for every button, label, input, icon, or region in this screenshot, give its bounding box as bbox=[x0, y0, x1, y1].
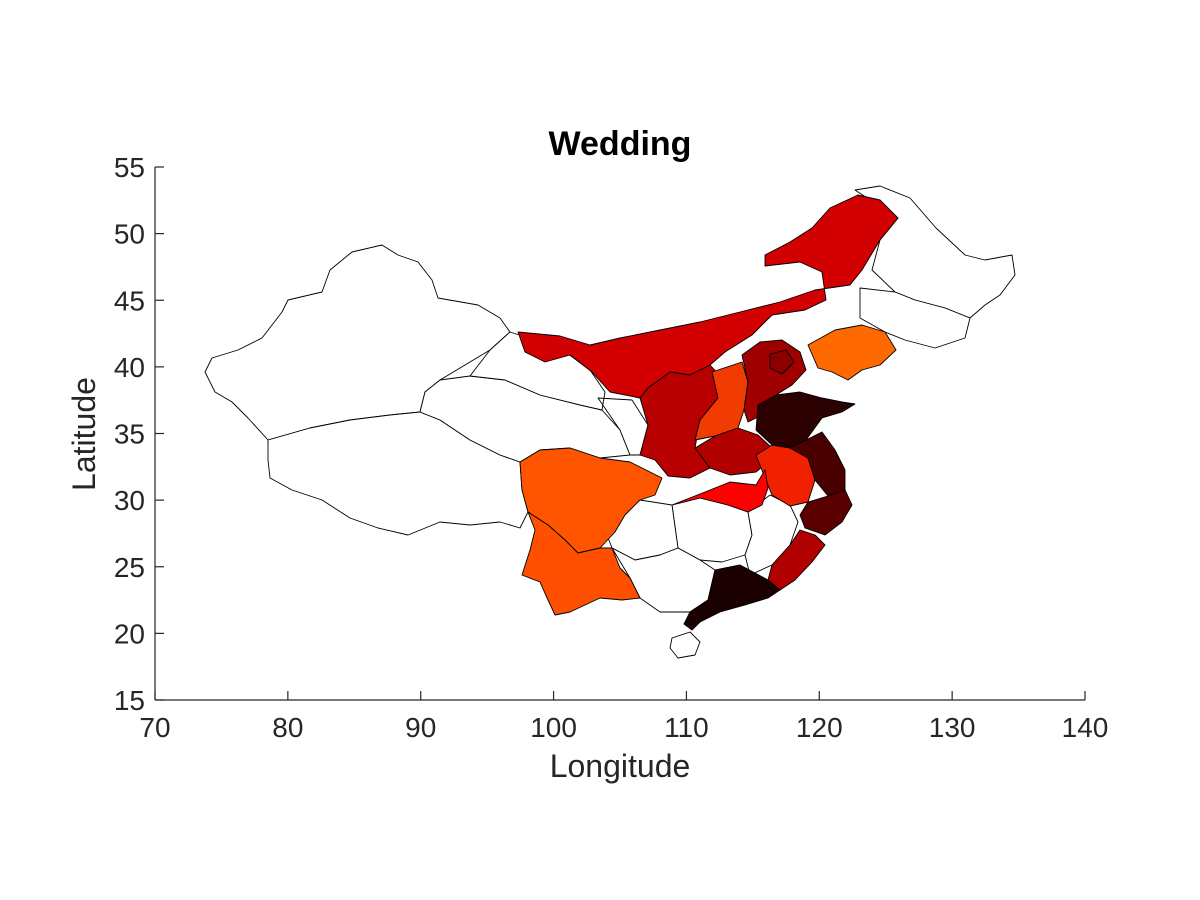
y-tick-label: 20 bbox=[114, 618, 145, 649]
y-tick-label: 25 bbox=[114, 552, 145, 583]
x-tick-label: 100 bbox=[530, 712, 577, 743]
x-tick-label: 140 bbox=[1062, 712, 1109, 743]
y-tick-label: 55 bbox=[114, 152, 145, 183]
x-tick-label: 90 bbox=[405, 712, 436, 743]
x-axis-label: Longitude bbox=[550, 748, 691, 784]
x-tick-label: 110 bbox=[664, 712, 709, 743]
y-ticks: 15 20 25 30 35 40 45 50 55 bbox=[114, 152, 164, 716]
x-tick-label: 120 bbox=[796, 712, 843, 743]
region-liaoning bbox=[807, 324, 897, 381]
region-jilin bbox=[859, 287, 971, 349]
region-beijing-tianjin bbox=[769, 349, 795, 375]
y-tick-label: 40 bbox=[114, 352, 145, 383]
y-tick-label: 50 bbox=[114, 219, 145, 250]
region-heilongjiang bbox=[854, 185, 1016, 319]
x-tick-label: 80 bbox=[272, 712, 303, 743]
chart-title: Wedding bbox=[549, 125, 692, 163]
region-hainan bbox=[669, 631, 701, 659]
region-shandong bbox=[755, 391, 856, 449]
region-yunnan bbox=[521, 511, 641, 616]
y-axis-label: Latitude bbox=[66, 377, 102, 491]
region-anhui bbox=[755, 444, 816, 507]
region-jiangsu bbox=[789, 431, 846, 497]
y-tick-label: 30 bbox=[114, 485, 145, 516]
region-tibet bbox=[267, 411, 529, 536]
region-guangdong bbox=[683, 564, 781, 631]
y-tick-label: 35 bbox=[114, 419, 145, 450]
region-zhejiang bbox=[799, 489, 853, 536]
x-ticks: 70 80 90 100 110 120 130 140 bbox=[139, 691, 1108, 743]
map-layer bbox=[204, 185, 1016, 659]
y-tick-label: 15 bbox=[114, 685, 145, 716]
x-tick-label: 130 bbox=[929, 712, 976, 743]
x-tick-label: 70 bbox=[139, 712, 170, 743]
y-tick-label: 45 bbox=[114, 285, 145, 316]
region-hubei bbox=[671, 469, 769, 513]
